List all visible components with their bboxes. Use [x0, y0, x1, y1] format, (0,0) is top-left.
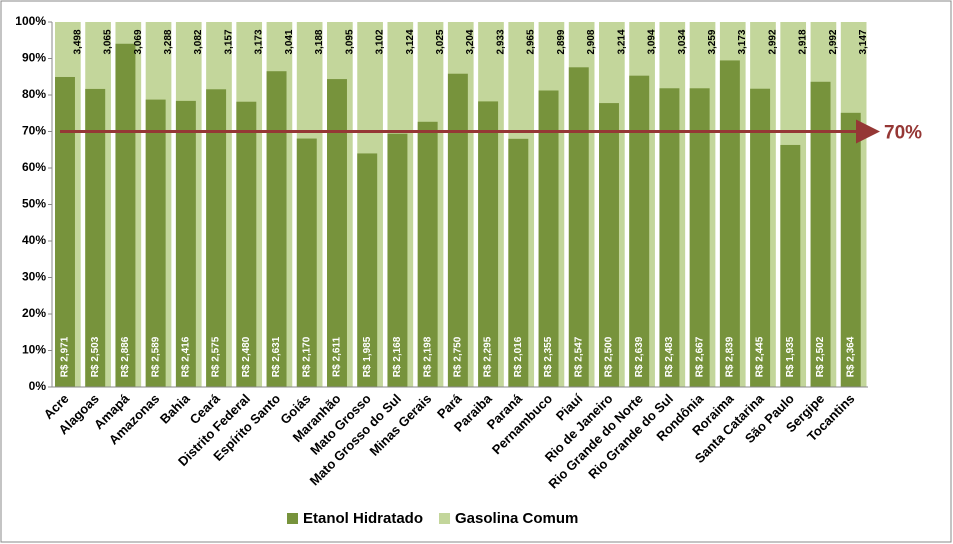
y-tick-label: 0% [29, 379, 47, 393]
bar [266, 71, 287, 387]
data-label: 3,288 [163, 29, 174, 54]
data-label: R$ 2,295 [483, 336, 494, 377]
data-label: 3,214 [616, 29, 627, 54]
data-label: 2,992 [767, 29, 778, 54]
data-label: R$ 2,886 [120, 336, 131, 377]
data-label: R$ 2,198 [422, 336, 433, 377]
data-label: 3,095 [344, 29, 355, 54]
data-label: R$ 2,611 [332, 337, 343, 377]
data-label: R$ 2,547 [573, 336, 584, 377]
bar [417, 121, 438, 387]
data-label: 3,147 [858, 29, 869, 54]
y-tick-label: 50% [22, 197, 46, 211]
data-label: 3,034 [677, 29, 688, 54]
y-tick-label: 40% [22, 233, 46, 247]
data-label: 3,157 [223, 29, 234, 54]
bar [387, 133, 408, 387]
y-tick-label: 60% [22, 160, 46, 174]
data-label: 2,992 [828, 29, 839, 54]
bar [750, 88, 771, 387]
y-tick-label: 80% [22, 87, 46, 101]
data-label: 3,041 [284, 29, 295, 54]
data-label: 3,025 [435, 29, 446, 54]
data-label: 2,899 [556, 29, 567, 54]
bar [115, 43, 136, 388]
data-label: 3,204 [465, 29, 476, 54]
data-label: R$ 2,639 [634, 336, 645, 377]
bar [357, 153, 378, 387]
data-label: R$ 2,168 [392, 336, 403, 377]
data-label: R$ 2,631 [271, 336, 282, 377]
data-label: 2,918 [798, 29, 809, 54]
data-label: 3,173 [254, 29, 265, 54]
data-label: R$ 1,935 [785, 336, 796, 377]
y-tick-label: 10% [22, 343, 46, 357]
data-label: 3,094 [647, 29, 658, 54]
legend-label: Etanol Hidratado [303, 510, 423, 527]
data-label: R$ 2,480 [241, 336, 252, 377]
data-label: 3,188 [314, 29, 325, 54]
data-label: R$ 2,016 [513, 336, 524, 377]
data-label: R$ 2,170 [301, 336, 312, 377]
data-label: R$ 2,502 [815, 336, 826, 377]
data-label: R$ 2,483 [664, 336, 675, 377]
bar [327, 79, 347, 387]
y-tick-label: 100% [15, 14, 46, 28]
legend-swatch [287, 513, 298, 524]
data-label: R$ 2,750 [453, 336, 464, 377]
data-label: 3,069 [133, 29, 144, 54]
bar [659, 88, 680, 387]
bar [689, 88, 710, 387]
legend-swatch [439, 513, 451, 524]
bar [85, 88, 106, 388]
data-label: R$ 2,364 [845, 336, 856, 377]
data-label: R$ 2,667 [694, 336, 705, 377]
data-label: R$ 2,971 [60, 336, 71, 377]
data-label: 3,065 [103, 29, 114, 54]
reference-label: 70% [884, 123, 922, 144]
bar [145, 99, 166, 388]
data-label: 3,498 [72, 29, 83, 54]
bar [447, 73, 468, 387]
y-tick-label: 20% [22, 306, 46, 320]
data-label: R$ 2,500 [604, 336, 615, 377]
bar [175, 100, 196, 387]
data-label: 3,102 [375, 29, 386, 54]
data-label: R$ 2,416 [181, 336, 192, 377]
bar [508, 138, 529, 387]
data-label: R$ 2,503 [90, 336, 101, 377]
legend-label: Gasolina Comum [455, 510, 578, 527]
y-tick-label: 90% [22, 51, 46, 65]
data-label: 2,933 [495, 29, 506, 54]
bar [236, 101, 257, 388]
data-label: 2,965 [526, 29, 537, 54]
bar [568, 67, 589, 387]
bar [840, 112, 861, 387]
data-label: R$ 2,839 [725, 336, 736, 377]
data-label: R$ 2,589 [150, 336, 161, 377]
bar [206, 89, 227, 387]
bar [629, 75, 650, 388]
data-label: 3,173 [737, 29, 748, 54]
y-tick-label: 70% [22, 124, 46, 138]
bar [810, 81, 831, 388]
bar [538, 90, 559, 387]
data-label: 3,082 [193, 29, 204, 54]
data-label: R$ 1,985 [362, 336, 373, 377]
data-label: 2,908 [586, 29, 597, 54]
bar [296, 138, 317, 387]
data-label: R$ 2,445 [755, 336, 766, 377]
bar [478, 101, 499, 388]
data-label: R$ 2,575 [211, 336, 222, 377]
data-label: 3,259 [707, 29, 718, 54]
data-label: 3,124 [405, 29, 416, 54]
data-label: R$ 2,355 [543, 336, 554, 377]
bar [780, 144, 801, 387]
y-tick-label: 30% [22, 270, 46, 284]
bar [55, 76, 75, 388]
bar [719, 60, 740, 387]
bar [599, 103, 619, 387]
